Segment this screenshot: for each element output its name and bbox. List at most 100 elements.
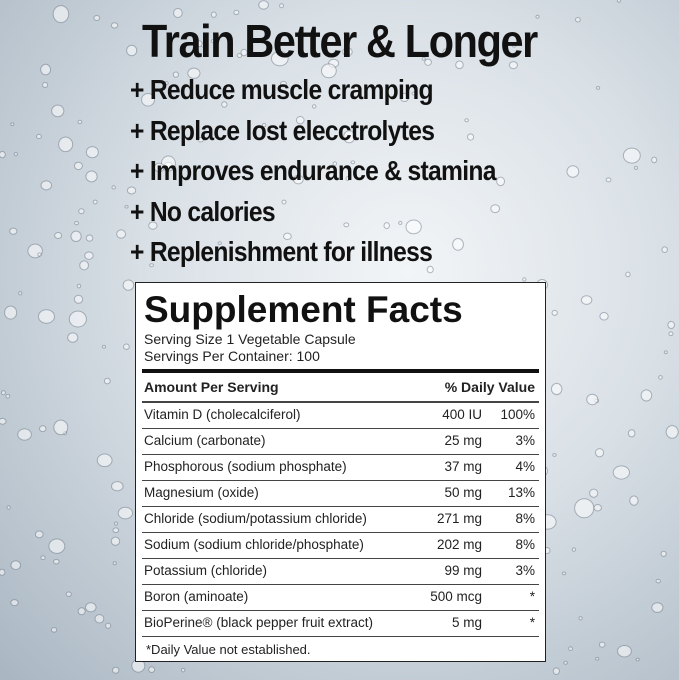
droplet [651, 602, 664, 613]
benefit: + Reduce muscle cramping [130, 74, 434, 105]
droplet [426, 265, 434, 274]
droplet [345, 176, 351, 182]
droplet [629, 495, 639, 506]
nutrient-daily-value: * [529, 589, 535, 604]
droplet [424, 58, 432, 66]
droplet [398, 220, 403, 225]
droplet [76, 283, 82, 289]
droplet [111, 666, 120, 674]
droplet [85, 146, 99, 159]
droplet [96, 453, 113, 468]
droplet [464, 118, 469, 123]
nutrient-amount: 25 mg [444, 433, 482, 448]
footnote: *Daily Value not established. [146, 642, 311, 657]
droplet [40, 63, 52, 76]
droplet [552, 453, 557, 457]
droplet [575, 16, 581, 23]
droplet [0, 417, 7, 425]
droplet [421, 56, 426, 61]
droplet [93, 14, 101, 22]
droplet [466, 133, 475, 141]
benefit: + Replenishment for illness [130, 236, 433, 267]
droplet [48, 538, 66, 554]
nutrient-daily-value: 3% [515, 433, 535, 448]
droplet [635, 657, 640, 662]
droplet [660, 550, 667, 557]
droplet [270, 50, 289, 67]
droplet [141, 92, 156, 107]
droplet [399, 92, 409, 103]
droplet [40, 180, 53, 191]
droplet [571, 547, 576, 552]
droplet [149, 263, 154, 268]
droplet [655, 578, 661, 584]
droplet [187, 67, 201, 79]
droplet [221, 101, 228, 108]
droplet [77, 119, 83, 125]
droplet [0, 150, 6, 159]
droplet [68, 310, 87, 328]
droplet [65, 591, 72, 597]
droplet [281, 199, 287, 205]
droplet [599, 312, 609, 321]
droplet [148, 221, 158, 230]
droplet [40, 555, 46, 560]
droplet [54, 232, 63, 239]
droplet [350, 160, 356, 165]
droplet [667, 320, 675, 330]
droplet [0, 568, 6, 576]
droplet [292, 174, 304, 185]
droplet [173, 7, 183, 19]
droplet [665, 425, 679, 439]
droplet [124, 204, 129, 209]
droplet [42, 81, 49, 89]
nutrient-amount: 271 mg [436, 511, 482, 526]
droplet [9, 227, 18, 235]
droplet [110, 536, 121, 546]
droplet [598, 641, 606, 648]
droplet [627, 429, 636, 438]
droplet [508, 61, 518, 70]
row-divider [142, 610, 539, 611]
nutrient-amount: 400 IU [442, 407, 482, 422]
nutrient-name: Calcium (carbonate) [144, 433, 266, 448]
droplet [594, 448, 605, 458]
droplet [10, 560, 22, 571]
droplet [442, 48, 451, 56]
nutrient-name: Phosphorous (sodium phosphate) [144, 459, 347, 474]
droplet [240, 48, 248, 57]
droplet [197, 136, 204, 143]
droplet [148, 666, 156, 673]
droplet [535, 14, 540, 19]
row-divider [142, 454, 539, 455]
droplet [77, 607, 86, 616]
droplet [616, 0, 622, 3]
droplet [411, 91, 416, 96]
droplet [561, 571, 567, 576]
nutrient-amount: 202 mg [436, 537, 482, 552]
droplet [110, 22, 119, 29]
droplet [53, 419, 69, 436]
droplet [164, 81, 169, 85]
droplet [261, 122, 267, 128]
row-divider [142, 636, 539, 637]
droplet [10, 122, 15, 127]
droplet [550, 382, 563, 396]
droplet [343, 222, 350, 228]
droplet [596, 86, 601, 90]
droplet [112, 527, 120, 534]
droplet [1, 390, 6, 396]
droplet [111, 185, 116, 190]
droplet [640, 389, 653, 402]
droplet [258, 0, 269, 10]
droplet [103, 377, 111, 385]
droplet [85, 602, 97, 613]
row-divider [142, 532, 539, 533]
droplet [578, 616, 583, 621]
droplet [172, 71, 179, 78]
title: Train Better & Longer [142, 15, 538, 67]
droplet [58, 136, 74, 153]
droplet [625, 271, 631, 278]
droplet [522, 277, 527, 282]
droplet [595, 656, 600, 661]
